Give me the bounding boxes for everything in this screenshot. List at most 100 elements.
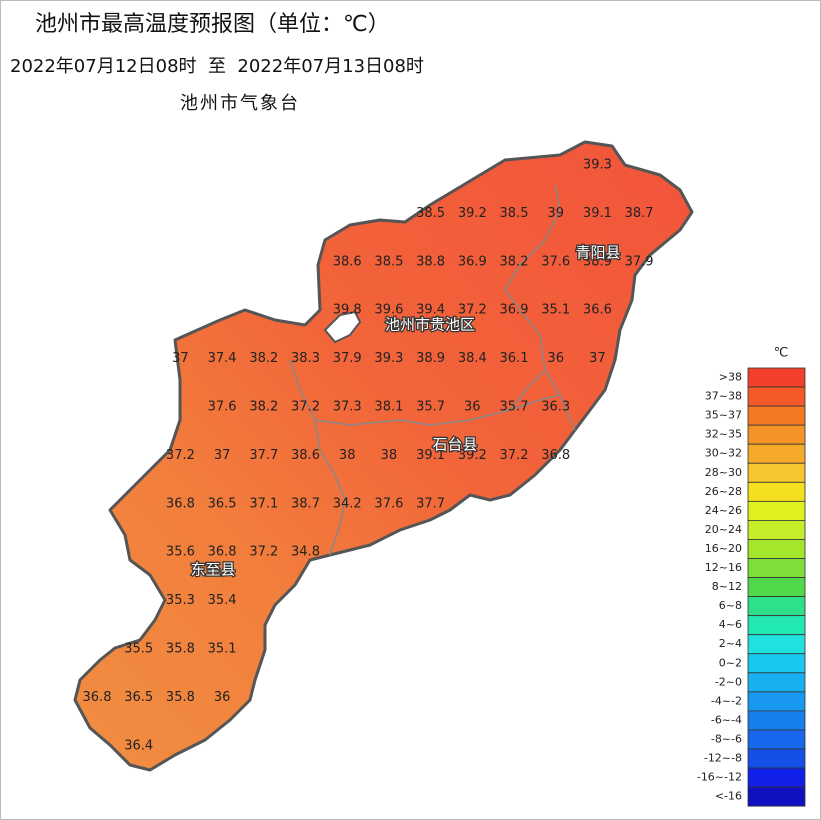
- legend-swatch: [747, 691, 806, 712]
- legend-label: -8~-6: [711, 732, 742, 745]
- legend-swatch: [747, 596, 806, 617]
- legend-swatch: [747, 767, 806, 788]
- grid-value: 36.9: [458, 254, 487, 269]
- grid-value: 37.6: [374, 496, 403, 511]
- grid-value: 37.2: [249, 545, 278, 560]
- grid-value: 36.3: [541, 400, 570, 415]
- county-label: 石台县: [432, 436, 477, 454]
- county-label: 池州市贵池区: [385, 316, 475, 334]
- grid-value: 37: [214, 448, 231, 463]
- legend-label: 37~38: [705, 390, 742, 403]
- grid-value: 38.6: [291, 448, 320, 463]
- legend-label: 2~4: [719, 637, 742, 650]
- legend-label: 20~24: [705, 523, 742, 536]
- grid-value: 37.2: [500, 448, 529, 463]
- legend-swatch: [747, 710, 806, 731]
- legend-swatch: [747, 405, 806, 426]
- grid-value: 36.8: [541, 448, 570, 463]
- legend-label: 30~32: [705, 447, 742, 460]
- grid-value: 38.5: [416, 206, 445, 221]
- grid-value: 39: [547, 206, 564, 221]
- legend-label: 6~8: [719, 599, 742, 612]
- legend-swatch: [747, 500, 806, 521]
- grid-value: 37.2: [166, 448, 195, 463]
- grid-value: 39.1: [416, 448, 445, 463]
- legend-label: 4~6: [719, 618, 742, 631]
- legend-label: >38: [719, 371, 742, 384]
- issuer: 池州市气象台: [180, 93, 300, 114]
- legend-unit: ℃: [774, 346, 789, 361]
- grid-value: 38.5: [500, 206, 529, 221]
- legend-swatch: [747, 672, 806, 693]
- grid-value: 35.3: [166, 593, 195, 608]
- grid-value: 36: [214, 690, 231, 705]
- legend-swatch: [747, 462, 806, 483]
- legend-label: 32~35: [705, 428, 742, 441]
- grid-value: 37.9: [333, 351, 362, 366]
- grid-value: 36: [464, 400, 481, 415]
- grid-value: 36.5: [124, 690, 153, 705]
- grid-value: 39.2: [458, 448, 487, 463]
- legend-swatch: [747, 748, 806, 769]
- legend-swatch: [747, 424, 806, 445]
- legend-label: 28~30: [705, 466, 742, 479]
- grid-value: 35.4: [208, 593, 237, 608]
- grid-value: 36.5: [208, 496, 237, 511]
- grid-value: 39.6: [374, 303, 403, 318]
- legend-label: -16~-12: [697, 771, 742, 784]
- legend-label: 12~16: [705, 561, 742, 574]
- grid-value: 37.2: [458, 303, 487, 318]
- grid-value: 37.7: [249, 448, 278, 463]
- grid-value: 39.8: [333, 303, 362, 318]
- grid-value: 37: [172, 351, 189, 366]
- grid-value: 38.1: [374, 400, 403, 415]
- legend-swatch: [747, 729, 806, 750]
- grid-value: 36.6: [583, 303, 612, 318]
- lake: [323, 310, 362, 344]
- legend-label: 35~37: [705, 409, 742, 422]
- grid-value: 36.1: [500, 351, 529, 366]
- grid-value: 35.5: [124, 642, 153, 657]
- grid-value: 35.8: [166, 642, 195, 657]
- grid-value: 37.3: [333, 400, 362, 415]
- grid-value: 37.1: [249, 496, 278, 511]
- legend-label: 26~28: [705, 485, 742, 498]
- grid-value: 38.6: [333, 254, 362, 269]
- grid-value: 37.9: [625, 254, 654, 269]
- grid-value: 38: [381, 448, 398, 463]
- grid-value: 38.9: [416, 351, 445, 366]
- legend-label: 16~20: [705, 542, 742, 555]
- time-range: 2022年07月12日08时 至 2022年07月13日08时: [10, 56, 424, 77]
- grid-value: 35.1: [208, 642, 237, 657]
- grid-value: 35.7: [500, 400, 529, 415]
- grid-value: 34.8: [291, 545, 320, 560]
- region-fill: [73, 140, 694, 772]
- grid-value: 38.8: [416, 254, 445, 269]
- grid-value: 38.4: [458, 351, 487, 366]
- grid-value: 37.6: [208, 400, 237, 415]
- title: 池州市最高温度预报图（单位：℃）: [35, 12, 390, 37]
- grid-value: 35.7: [416, 400, 445, 415]
- grid-value: 36.8: [83, 690, 112, 705]
- legend-swatch: [747, 558, 806, 578]
- grid-value: 38.7: [625, 206, 654, 221]
- legend-swatch: [747, 520, 806, 540]
- county-label: 青阳县: [575, 244, 620, 262]
- legend-swatch: [747, 786, 806, 807]
- legend-label: -4~-2: [711, 694, 742, 707]
- grid-value: 38: [339, 448, 356, 463]
- grid-value: 37: [589, 351, 606, 366]
- grid-value: 37.6: [541, 254, 570, 269]
- grid-value: 37.2: [291, 400, 320, 415]
- grid-value: 39.4: [416, 303, 445, 318]
- grid-value: 38.9: [583, 254, 612, 269]
- legend-swatch: [747, 481, 806, 502]
- legend-swatch: [747, 443, 806, 464]
- grid-value: 38.3: [291, 351, 320, 366]
- legend-swatch: [747, 634, 806, 655]
- grid-value: 34.2: [333, 496, 362, 511]
- legend-swatch: [747, 367, 806, 388]
- grid-value: 35.6: [166, 545, 195, 560]
- county-label: 东至县: [190, 561, 235, 579]
